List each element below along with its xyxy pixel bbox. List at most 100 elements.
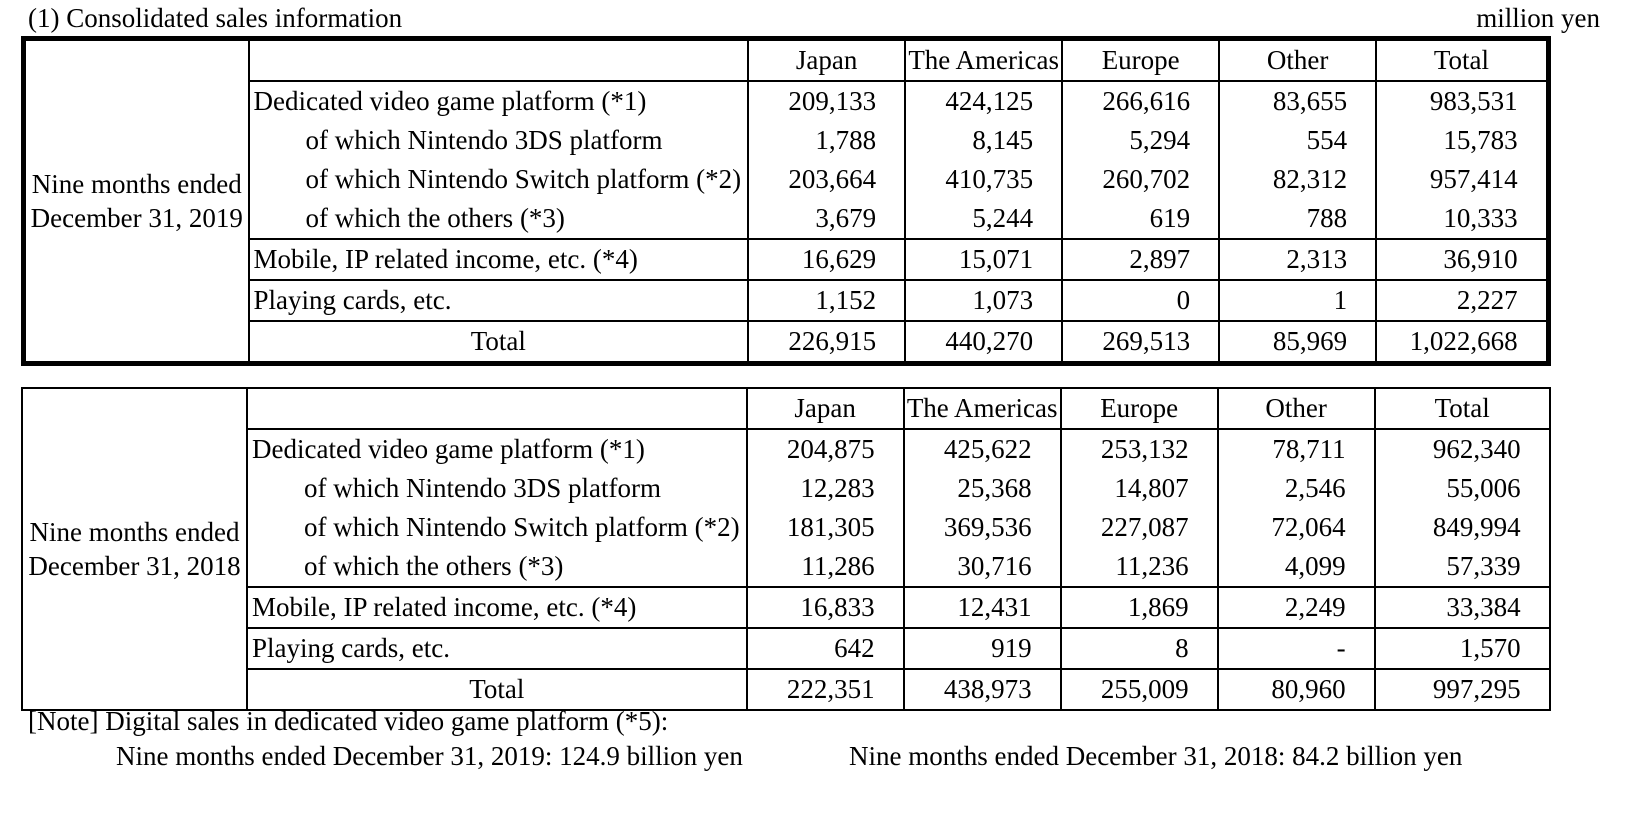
cell-americas: 5,244 [904, 199, 1064, 239]
row-label: of which Nintendo 3DS platform [246, 469, 748, 508]
unit-label: million yen [1476, 3, 1600, 33]
cell-americas: 8,145 [904, 121, 1064, 160]
table-row: Playing cards, etc. 1,152 1,073 0 1 2,22… [24, 279, 1550, 321]
col-header-other: Other [1216, 388, 1376, 429]
cell-japan: 209,133 [747, 80, 907, 121]
table-row: of which Nintendo 3DS platform 12,283 25… [22, 469, 1551, 508]
page-title: (1) Consolidated sales information [28, 3, 403, 33]
row-label: of which Nintendo 3DS platform [247, 121, 750, 160]
cell-total: 962,340 [1373, 428, 1551, 469]
cell-americas: 425,622 [902, 428, 1062, 469]
cell-other: 80,960 [1216, 668, 1376, 710]
cell-japan: 16,833 [745, 586, 905, 628]
cell-europe: 0 [1061, 279, 1221, 321]
table-row: of which Nintendo 3DS platform 1,788 8,1… [24, 121, 1550, 160]
cell-europe: 2,897 [1061, 238, 1221, 280]
cell-japan: 3,679 [747, 199, 907, 239]
cell-americas: 25,368 [902, 469, 1062, 508]
cell-other: 85,969 [1218, 320, 1378, 364]
cell-europe: 255,009 [1059, 668, 1219, 710]
col-header-total: Total [1375, 38, 1550, 81]
row-label: Playing cards, etc. [247, 279, 750, 321]
period-label: Nine months ended December 31, 2018 [21, 388, 248, 710]
cell-other: 2,546 [1216, 469, 1376, 508]
cell-americas: 15,071 [904, 238, 1064, 280]
cell-japan: 642 [745, 627, 905, 669]
col-header-other: Other [1218, 38, 1378, 81]
cell-americas: 410,735 [904, 160, 1064, 199]
col-header-americas: The Americas [904, 38, 1064, 81]
col-header-europe: Europe [1059, 388, 1219, 429]
row-label: Mobile, IP related income, etc. (*4) [247, 238, 750, 280]
cell-europe: 269,513 [1061, 320, 1221, 364]
cell-total: 36,910 [1375, 238, 1550, 280]
cell-total: 2,227 [1375, 279, 1550, 321]
cell-other: 788 [1218, 199, 1378, 239]
period-label: Nine months ended December 31, 2019 [22, 38, 250, 364]
cell-europe: 8 [1059, 627, 1219, 669]
row-label: Dedicated video game platform (*1) [247, 80, 750, 121]
cell-americas: 440,270 [904, 320, 1064, 364]
cell-europe: 14,807 [1059, 469, 1219, 508]
cell-japan: 16,629 [747, 238, 907, 280]
cell-americas: 1,073 [904, 279, 1064, 321]
cell-japan: 203,664 [747, 160, 907, 199]
cell-europe: 266,616 [1061, 80, 1221, 121]
sales-table-2019: Nine months ended December 31, 2019 Japa… [21, 36, 1551, 366]
cell-total: 1,570 [1373, 627, 1551, 669]
header-blank [247, 38, 750, 81]
cell-total: 849,994 [1373, 508, 1551, 547]
col-header-japan: Japan [745, 388, 905, 429]
total-row: Total 226,915 440,270 269,513 85,969 1,0… [24, 320, 1550, 364]
cell-japan: 222,351 [745, 668, 905, 710]
table-row: Dedicated video game platform (*1) 209,1… [24, 80, 1550, 121]
row-label: Mobile, IP related income, etc. (*4) [246, 586, 748, 628]
cell-europe: 260,702 [1061, 160, 1221, 199]
cell-total: 15,783 [1375, 121, 1550, 160]
header-row: Nine months ended December 31, 2019 Japa… [22, 38, 1550, 364]
header-row: Nine months ended December 31, 2018 Japa… [21, 388, 1551, 710]
cell-other: 2,249 [1216, 586, 1376, 628]
cell-japan: 226,915 [747, 320, 907, 364]
table-row: Dedicated video game platform (*1) 204,8… [22, 428, 1551, 469]
cell-europe: 227,087 [1059, 508, 1219, 547]
cell-other: 554 [1218, 121, 1378, 160]
cell-other: 82,312 [1218, 160, 1378, 199]
row-label: Playing cards, etc. [246, 627, 748, 669]
table-row: Mobile, IP related income, etc. (*4) 16,… [22, 586, 1551, 628]
total-row: Total 222,351 438,973 255,009 80,960 997… [22, 668, 1551, 710]
table-row: of which Nintendo Switch platform (*2) 2… [24, 160, 1550, 199]
cell-europe: 619 [1061, 199, 1221, 239]
cell-total: 55,006 [1373, 469, 1551, 508]
table-row: of which the others (*3) 11,286 30,716 1… [22, 547, 1551, 587]
cell-other: 4,099 [1216, 547, 1376, 587]
header-blank [246, 388, 748, 429]
cell-total: 10,333 [1375, 199, 1550, 239]
row-label: Dedicated video game platform (*1) [246, 428, 748, 469]
cell-europe: 253,132 [1059, 428, 1219, 469]
row-label: of which the others (*3) [247, 199, 750, 239]
cell-total: 33,384 [1373, 586, 1551, 628]
cell-japan: 11,286 [745, 547, 905, 587]
row-label: Total [246, 668, 748, 710]
cell-japan: 1,152 [747, 279, 907, 321]
cell-americas: 438,973 [902, 668, 1062, 710]
table-row: Playing cards, etc. 642 919 8 - 1,570 [22, 627, 1551, 669]
cell-other: 1 [1218, 279, 1378, 321]
cell-japan: 204,875 [745, 428, 905, 469]
cell-total: 957,414 [1375, 160, 1550, 199]
note-heading: [Note] Digital sales in dedicated video … [28, 706, 669, 736]
col-header-americas: The Americas [902, 388, 1062, 429]
cell-other: 83,655 [1218, 80, 1378, 121]
cell-total: 57,339 [1373, 547, 1551, 587]
row-label: Total [247, 320, 750, 364]
row-label: of which the others (*3) [246, 547, 748, 587]
col-header-europe: Europe [1061, 38, 1221, 81]
table-row: Mobile, IP related income, etc. (*4) 16,… [24, 238, 1550, 280]
cell-other: 2,313 [1218, 238, 1378, 280]
cell-japan: 1,788 [747, 121, 907, 160]
cell-japan: 12,283 [745, 469, 905, 508]
cell-total: 983,531 [1375, 80, 1550, 121]
col-header-total: Total [1373, 388, 1551, 429]
sales-table-2018: Nine months ended December 31, 2018 Japa… [21, 387, 1551, 711]
